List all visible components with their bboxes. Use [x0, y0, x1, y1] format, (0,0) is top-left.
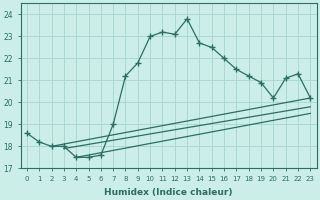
- X-axis label: Humidex (Indice chaleur): Humidex (Indice chaleur): [104, 188, 233, 197]
